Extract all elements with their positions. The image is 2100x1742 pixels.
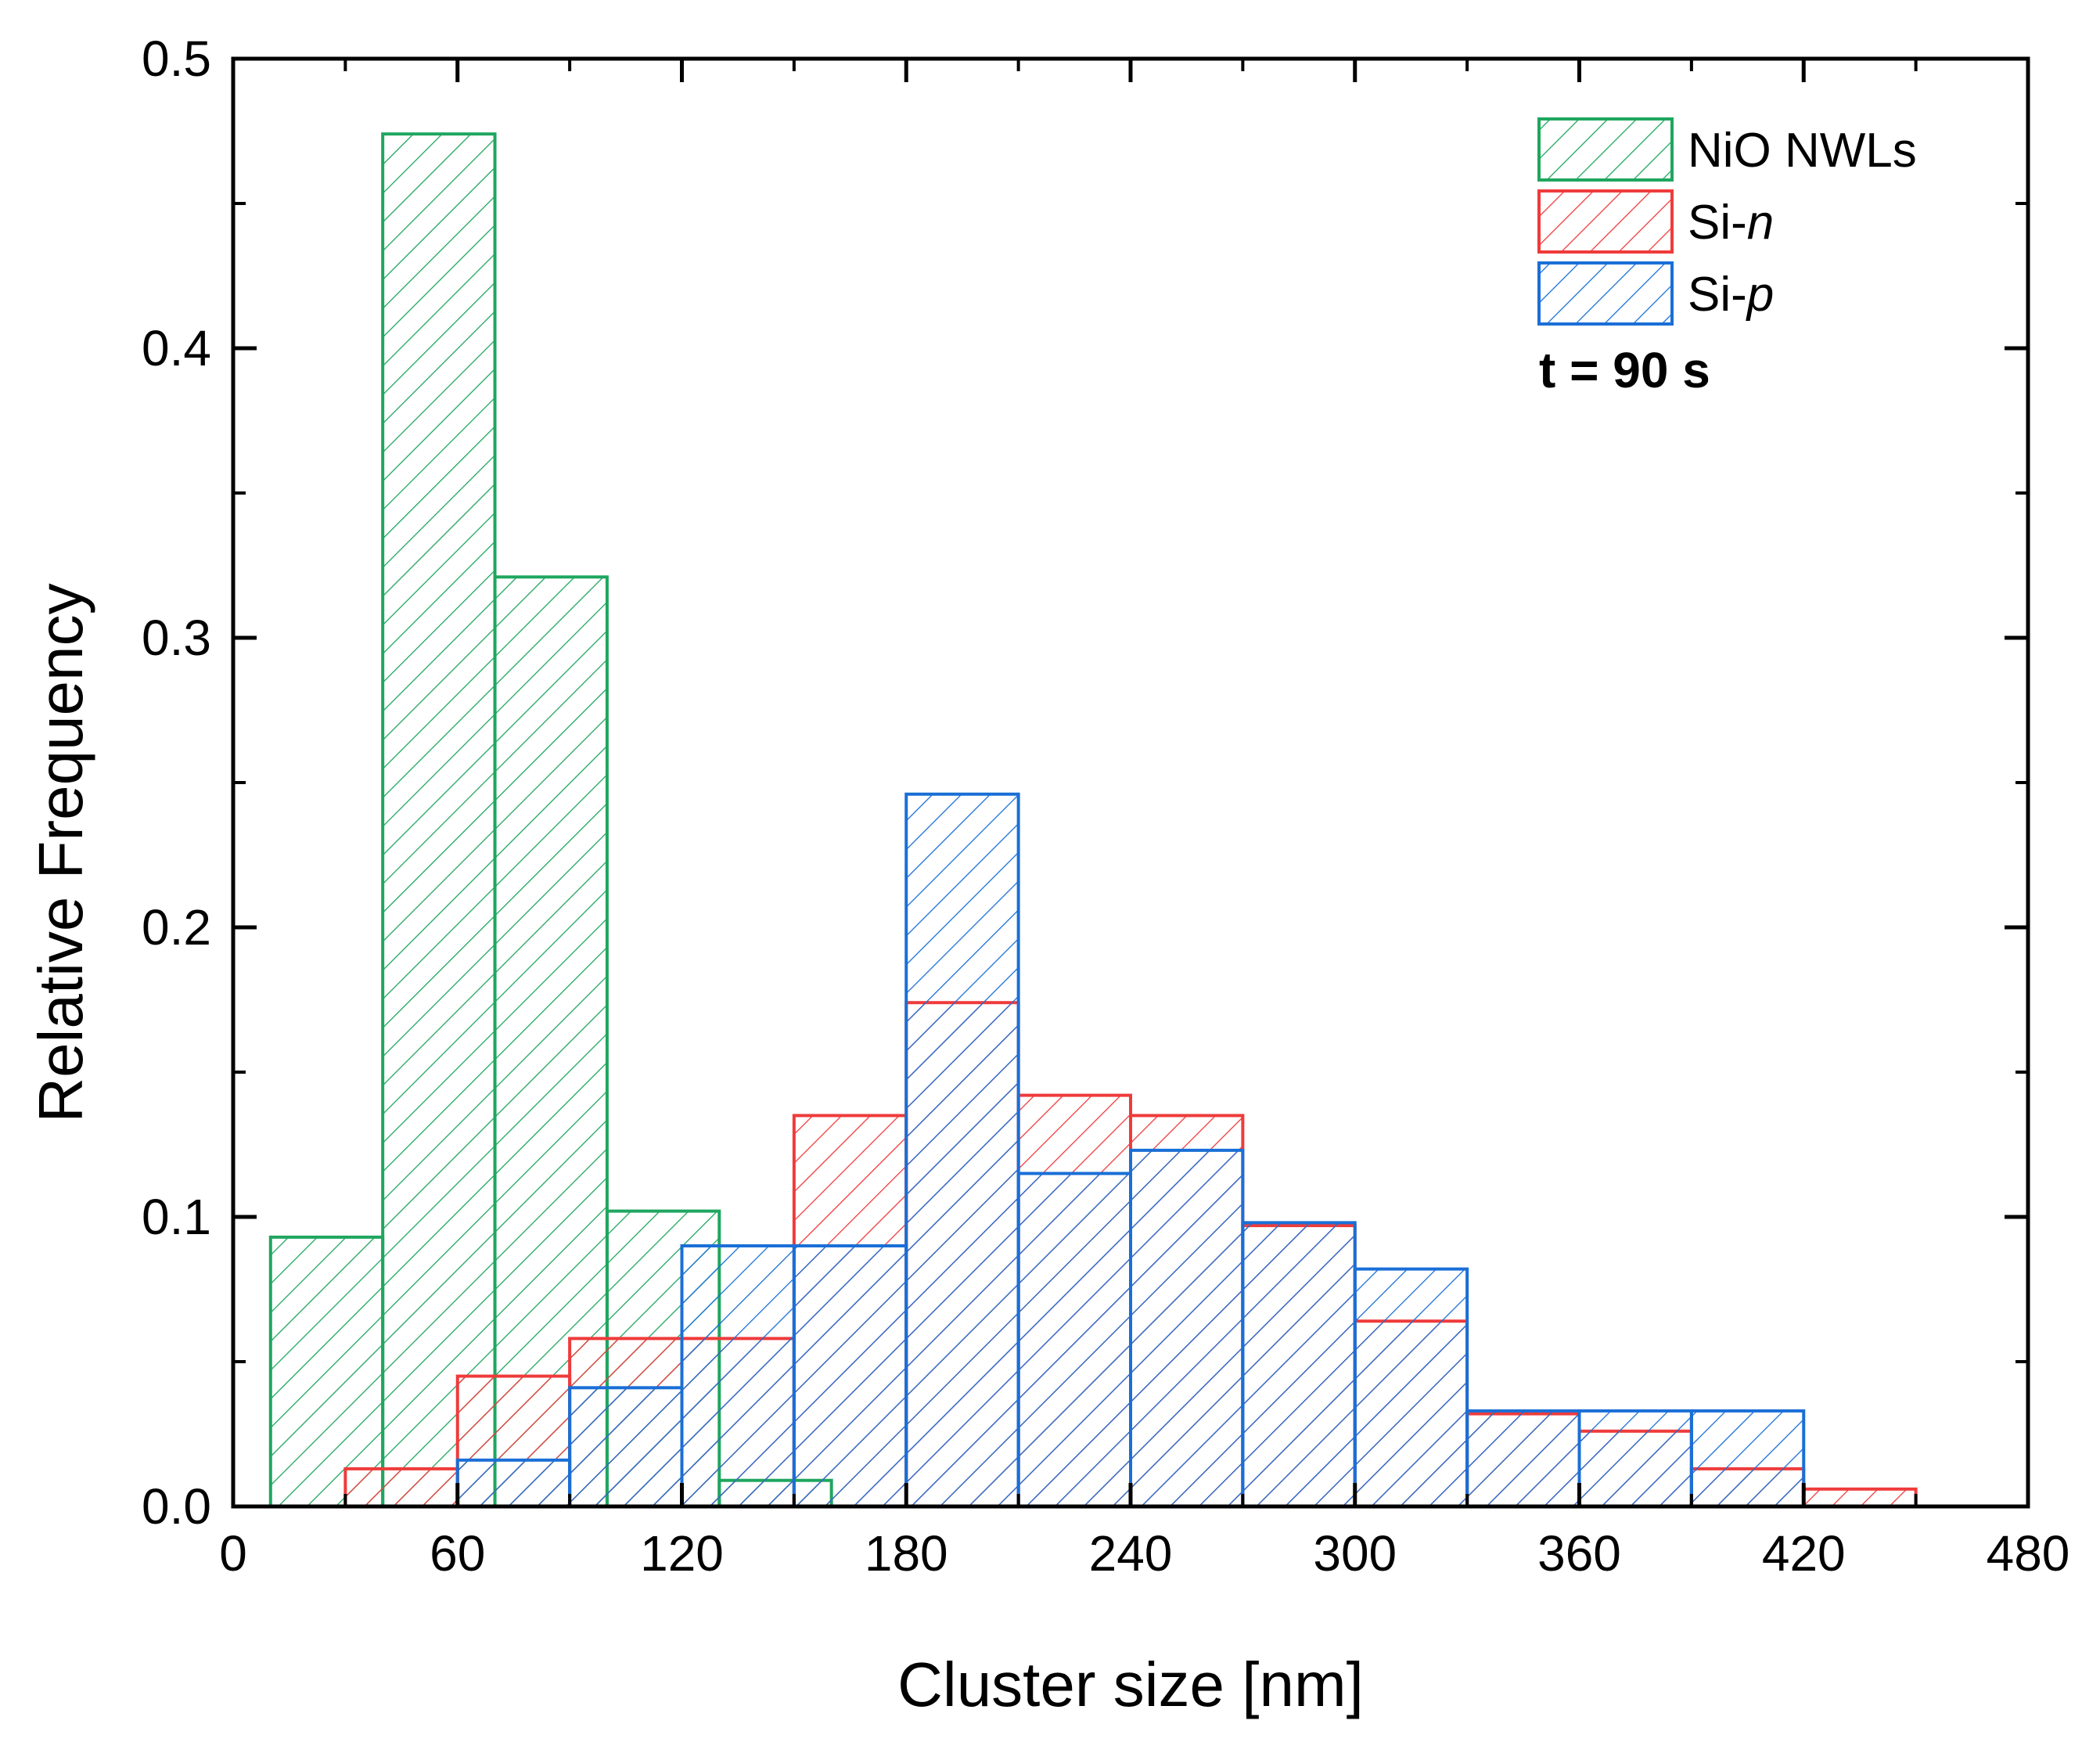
x-tick-label: 180 xyxy=(865,1525,948,1582)
y-axis-title: Relative Frequency xyxy=(26,583,95,1122)
y-tick-label: 0.5 xyxy=(142,31,211,87)
bar-sip-240-270 xyxy=(1129,1148,1245,1509)
y-axis-ticks: 0.0 0.1 0.2 0.3 0.4 0.5 xyxy=(142,31,2028,1535)
x-axis-ticks: 0 60 120 180 240 300 360 420 480 xyxy=(219,59,2069,1582)
legend-label-nio: NiO NWLs xyxy=(1688,124,1917,178)
x-tick-label: 0 xyxy=(219,1525,247,1582)
x-axis-title: Cluster size [nm] xyxy=(897,1650,1364,1719)
bar-sip-390-420 xyxy=(1689,1409,1806,1509)
bar-sip-60-90 xyxy=(455,1458,572,1509)
bar-nio-40-70 xyxy=(381,132,497,1509)
x-tick-label: 480 xyxy=(1987,1525,2070,1582)
legend-label-sin: Si-n xyxy=(1688,196,1774,250)
bar-sip-330-360 xyxy=(1465,1409,1581,1509)
legend-label-italic: p xyxy=(1746,268,1774,322)
legend-label-sip: Si-p xyxy=(1688,268,1774,322)
x-tick-label: 300 xyxy=(1313,1525,1397,1582)
bar-nio-10-40 xyxy=(268,1235,385,1509)
x-tick-label: 60 xyxy=(430,1525,485,1582)
legend-label-main: Si- xyxy=(1688,196,1747,250)
x-tick-label: 420 xyxy=(1762,1525,1846,1582)
y-tick-label: 0.4 xyxy=(142,320,211,376)
legend-label-italic: n xyxy=(1747,196,1774,250)
bar-sin-420-450 xyxy=(1802,1487,1918,1509)
y-tick-label: 0.3 xyxy=(142,610,211,666)
bar-sip-360-390 xyxy=(1577,1409,1693,1509)
bar-sip-210-240 xyxy=(1016,1172,1132,1508)
bar-sip-270-300 xyxy=(1241,1221,1357,1509)
legend-swatch-sip xyxy=(1537,261,1674,326)
legend-label-main: NiO NWLs xyxy=(1688,124,1917,178)
legend-swatch-sin xyxy=(1537,189,1674,254)
x-tick-label: 360 xyxy=(1537,1525,1621,1582)
bars-layer xyxy=(268,132,1918,1509)
bar-sin-30-60 xyxy=(343,1467,459,1509)
legend-label-main: Si- xyxy=(1688,268,1747,322)
x-tick-label: 120 xyxy=(640,1525,724,1582)
time-annotation: t = 90 s xyxy=(1539,342,1710,398)
y-tick-label: 0.0 xyxy=(142,1478,211,1535)
y-tick-label: 0.2 xyxy=(142,899,211,956)
x-tick-label: 240 xyxy=(1089,1525,1173,1582)
bar-sip-180-210 xyxy=(904,792,1020,1508)
bar-sip-90-120 xyxy=(568,1386,684,1509)
y-tick-label: 0.1 xyxy=(142,1189,211,1245)
bar-sip-300-330 xyxy=(1353,1267,1469,1508)
bar-sip-150-180 xyxy=(792,1244,908,1508)
bar-sip-120-150 xyxy=(680,1244,796,1508)
legend-swatch-nio xyxy=(1537,117,1674,182)
